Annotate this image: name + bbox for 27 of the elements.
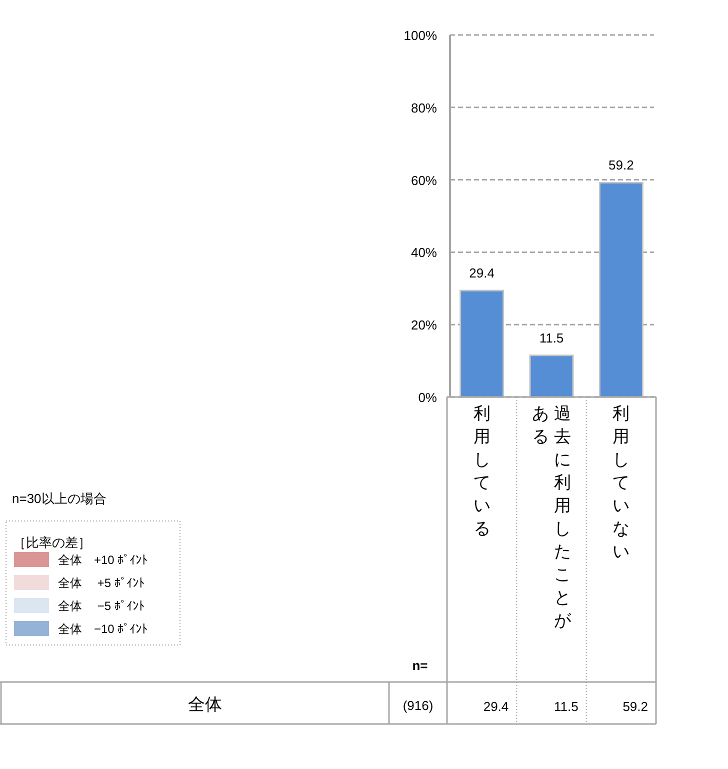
data-label: 11.5: [554, 699, 578, 714]
y-tick-label: 60%: [410, 172, 438, 188]
data-label: 29.4: [483, 699, 509, 714]
annotation: 29.4: [469, 266, 494, 281]
category-label: 過去に利用したことがある: [532, 404, 571, 630]
y-tick-label: 100%: [404, 28, 438, 43]
bar: [598, 182, 644, 398]
text: 全体 +5 ﾎﾟｲﾝﾄ: [58, 576, 144, 590]
x-tick-label: 利用していない: [612, 403, 631, 563]
annotation: 11.5: [539, 330, 564, 346]
text: 全体 +10 ﾎﾟｲﾝﾄ: [58, 553, 148, 567]
y-tick-label: 20%: [410, 318, 438, 333]
text: (916): [402, 698, 434, 713]
y-tick-label: 40%: [410, 245, 438, 260]
text: n=: [412, 658, 428, 673]
annotation: 59.2: [608, 158, 634, 173]
bar: [460, 290, 504, 398]
text: 全体 −10 ﾎﾟｲﾝﾄ: [58, 622, 148, 636]
text: ［比率の差］: [13, 535, 91, 550]
y-tick-label: 80%: [410, 100, 438, 116]
bar: [529, 354, 574, 398]
data-label: 59.2: [622, 699, 648, 714]
text: 全体: [188, 695, 222, 714]
y-tick-label: 0%: [418, 390, 438, 405]
text: 全体 −5 ﾎﾟｲﾝﾄ: [58, 599, 144, 613]
text: n=30以上の場合: [12, 491, 106, 506]
x-tick-label: 利用している: [472, 403, 492, 540]
